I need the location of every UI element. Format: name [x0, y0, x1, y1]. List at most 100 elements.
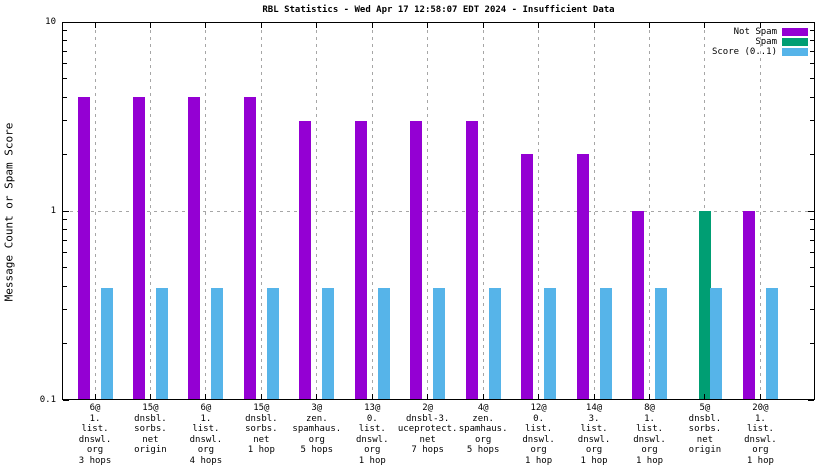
- bar-spam: [698, 211, 711, 399]
- y-tick-mark: [808, 210, 814, 212]
- y-tick-mark: [63, 78, 67, 80]
- x-tick-label: 8@ 1. list. dnswl. org 1 hop: [633, 403, 666, 466]
- y-tick-mark: [810, 309, 814, 311]
- bar-not-spam: [576, 154, 589, 399]
- y-tick-mark: [63, 228, 67, 230]
- x-tick-mark: [759, 394, 761, 399]
- bar-not-spam: [410, 120, 423, 399]
- x-tick-mark: [593, 394, 595, 399]
- bar-score-0-1: [710, 288, 723, 399]
- y-tick-mark: [63, 399, 69, 401]
- y-tick-label: 10: [45, 16, 56, 27]
- x-tick-mark: [538, 23, 540, 28]
- x-tick-mark: [94, 23, 96, 28]
- legend-swatch-spam: [782, 38, 808, 46]
- x-tick-label: 6@ 1. list. dnswl. org 3 hops: [78, 403, 112, 466]
- legend-entry-not-spam: Not Spam: [712, 27, 808, 37]
- x-tick-mark: [94, 394, 96, 399]
- bar-score-0-1: [322, 288, 335, 399]
- legend-label-score-0-1: Score (0..1): [711, 47, 777, 57]
- x-tick-mark: [316, 23, 318, 28]
- x-tick-label: 3@ zen. spamhaus. org 5 hops: [292, 403, 342, 455]
- x-tick-label: 15@ dnsbl. sorbs. net 1 hop: [245, 403, 278, 455]
- y-tick-mark: [810, 63, 814, 65]
- y-tick-mark: [63, 39, 67, 41]
- x-tick-mark: [149, 394, 151, 399]
- x-tick-mark: [427, 394, 429, 399]
- x-tick-label: 15@ dnsbl. sorbs. net origin: [134, 403, 167, 455]
- y-tick-mark: [63, 120, 67, 122]
- y-tick-mark: [63, 210, 69, 212]
- gridline-horizontal: [63, 210, 814, 212]
- x-tick-label: 4@ zen. spamhaus. org 5 hops: [458, 403, 508, 455]
- y-tick-mark: [810, 30, 814, 32]
- y-tick-mark: [810, 228, 814, 230]
- bar-score-0-1: [155, 288, 168, 399]
- x-tick-label: 5@ dnsbl. sorbs. net origin: [688, 403, 722, 455]
- bar-score-0-1: [655, 288, 667, 399]
- legend-entry-spam: Spam: [712, 37, 808, 47]
- legend-label-not-spam: Not Spam: [733, 27, 777, 37]
- x-tick-mark: [371, 394, 373, 399]
- bar-score-0-1: [544, 288, 557, 399]
- y-tick-mark: [63, 153, 67, 155]
- y-tick-mark: [63, 309, 67, 311]
- bar-score-0-1: [211, 288, 224, 399]
- bar-not-spam: [77, 97, 90, 399]
- y-tick-mark: [810, 219, 814, 221]
- x-tick-mark: [482, 23, 484, 28]
- x-tick-mark: [205, 23, 207, 28]
- x-tick-mark: [149, 23, 151, 28]
- y-tick-mark: [810, 96, 814, 98]
- bar-not-spam: [521, 154, 534, 399]
- bar-score-0-1: [765, 288, 778, 399]
- y-tick-mark: [810, 285, 814, 287]
- bar-not-spam: [132, 97, 145, 399]
- x-tick-mark: [759, 23, 761, 28]
- y-tick-mark: [63, 252, 67, 254]
- y-tick-mark: [63, 21, 69, 23]
- y-tick-mark: [810, 342, 814, 344]
- plot-area: [62, 22, 815, 400]
- bar-score-0-1: [377, 288, 390, 399]
- y-tick-mark: [810, 267, 814, 269]
- x-tick-mark: [649, 394, 650, 399]
- y-tick-mark: [63, 50, 67, 52]
- x-tick-mark: [538, 394, 540, 399]
- bar-not-spam: [299, 120, 312, 399]
- x-tick-label: 6@ 1. list. dnswl. org 4 hops: [189, 403, 223, 466]
- y-tick-mark: [810, 153, 814, 155]
- x-tick-mark: [482, 394, 484, 399]
- y-tick-mark: [810, 120, 814, 122]
- y-tick-mark: [63, 239, 67, 241]
- x-tick-label: 13@ 0. list. dnswl. org 1 hop: [355, 403, 389, 466]
- bar-not-spam: [465, 120, 478, 399]
- y-tick-mark: [810, 252, 814, 254]
- x-tick-mark: [593, 23, 595, 28]
- x-tick-label: 12@ 0. list. dnswl. org 1 hop: [522, 403, 555, 466]
- y-tick-mark: [63, 285, 67, 287]
- y-tick-mark: [63, 342, 67, 344]
- x-tick-label: 14@ 3. list. dnswl. org 1 hop: [577, 403, 611, 466]
- bar-not-spam: [632, 211, 644, 399]
- x-tick-mark: [371, 23, 373, 28]
- bar-score-0-1: [100, 288, 113, 399]
- x-tick-mark: [704, 23, 706, 28]
- x-tick-label: 20@ 1. list. dnswl. org 1 hop: [744, 403, 777, 466]
- y-tick-mark: [63, 267, 67, 269]
- legend-entry-score-0-1: Score (0..1): [712, 47, 808, 57]
- x-tick-mark: [205, 394, 207, 399]
- legend: Not Spam Spam Score (0..1): [712, 27, 808, 57]
- x-tick-mark: [316, 394, 318, 399]
- legend-swatch-score-0-1: [782, 48, 808, 56]
- bar-not-spam: [188, 97, 201, 399]
- y-tick-label: 0.1: [39, 394, 56, 405]
- y-tick-mark: [808, 21, 814, 23]
- bar-score-0-1: [266, 288, 279, 399]
- y-tick-mark: [810, 39, 814, 41]
- bar-score-0-1: [599, 288, 612, 399]
- y-tick-mark: [808, 399, 814, 401]
- legend-label-spam: Spam: [755, 37, 777, 47]
- y-tick-label: 1: [50, 205, 56, 216]
